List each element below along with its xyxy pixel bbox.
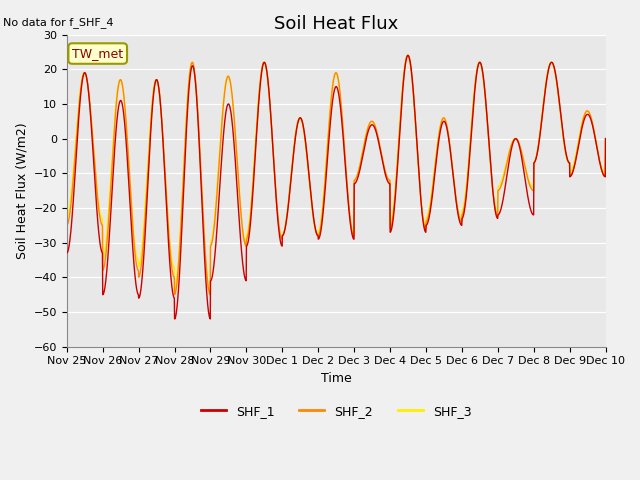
Line: SHF_3: SHF_3 [67,55,605,291]
SHF_1 [352,180,360,185]
Y-axis label: Soil Heat Flux (W/m2): Soil Heat Flux (W/m2) [15,122,28,259]
SHF_3 [63,216,70,221]
Title: Soil Heat Flux: Soil Heat Flux [274,15,398,33]
SHF_3 [213,182,221,188]
SHF_2 [602,136,609,142]
Line: SHF_2: SHF_2 [67,55,605,295]
SHF_2 [352,176,360,181]
SHF_3 [404,52,412,58]
SHF_1 [404,52,412,58]
SHF_2 [554,92,562,97]
Text: TW_met: TW_met [72,47,124,60]
Legend: SHF_1, SHF_2, SHF_3: SHF_1, SHF_2, SHF_3 [196,400,477,423]
SHF_2 [404,52,412,58]
SHF_1 [63,250,70,256]
X-axis label: Time: Time [321,372,351,385]
SHF_3 [352,176,360,181]
SHF_2 [213,188,221,193]
Line: SHF_1: SHF_1 [67,55,605,319]
SHF_1 [213,222,221,228]
SHF_3 [570,163,577,168]
SHF_3 [554,94,562,99]
SHF_1 [602,136,609,142]
SHF_1 [493,215,500,220]
SHF_2 [493,212,500,217]
SHF_3 [206,288,214,294]
SHF_2 [570,167,577,172]
SHF_2 [364,127,371,132]
SHF_3 [364,126,371,132]
SHF_2 [207,292,214,298]
SHF_1 [364,131,371,137]
SHF_1 [570,168,577,173]
SHF_1 [554,90,562,96]
SHF_3 [493,208,500,214]
SHF_2 [63,222,70,228]
SHF_1 [171,316,179,322]
Text: No data for f_SHF_4: No data for f_SHF_4 [3,17,114,28]
SHF_3 [602,136,609,142]
